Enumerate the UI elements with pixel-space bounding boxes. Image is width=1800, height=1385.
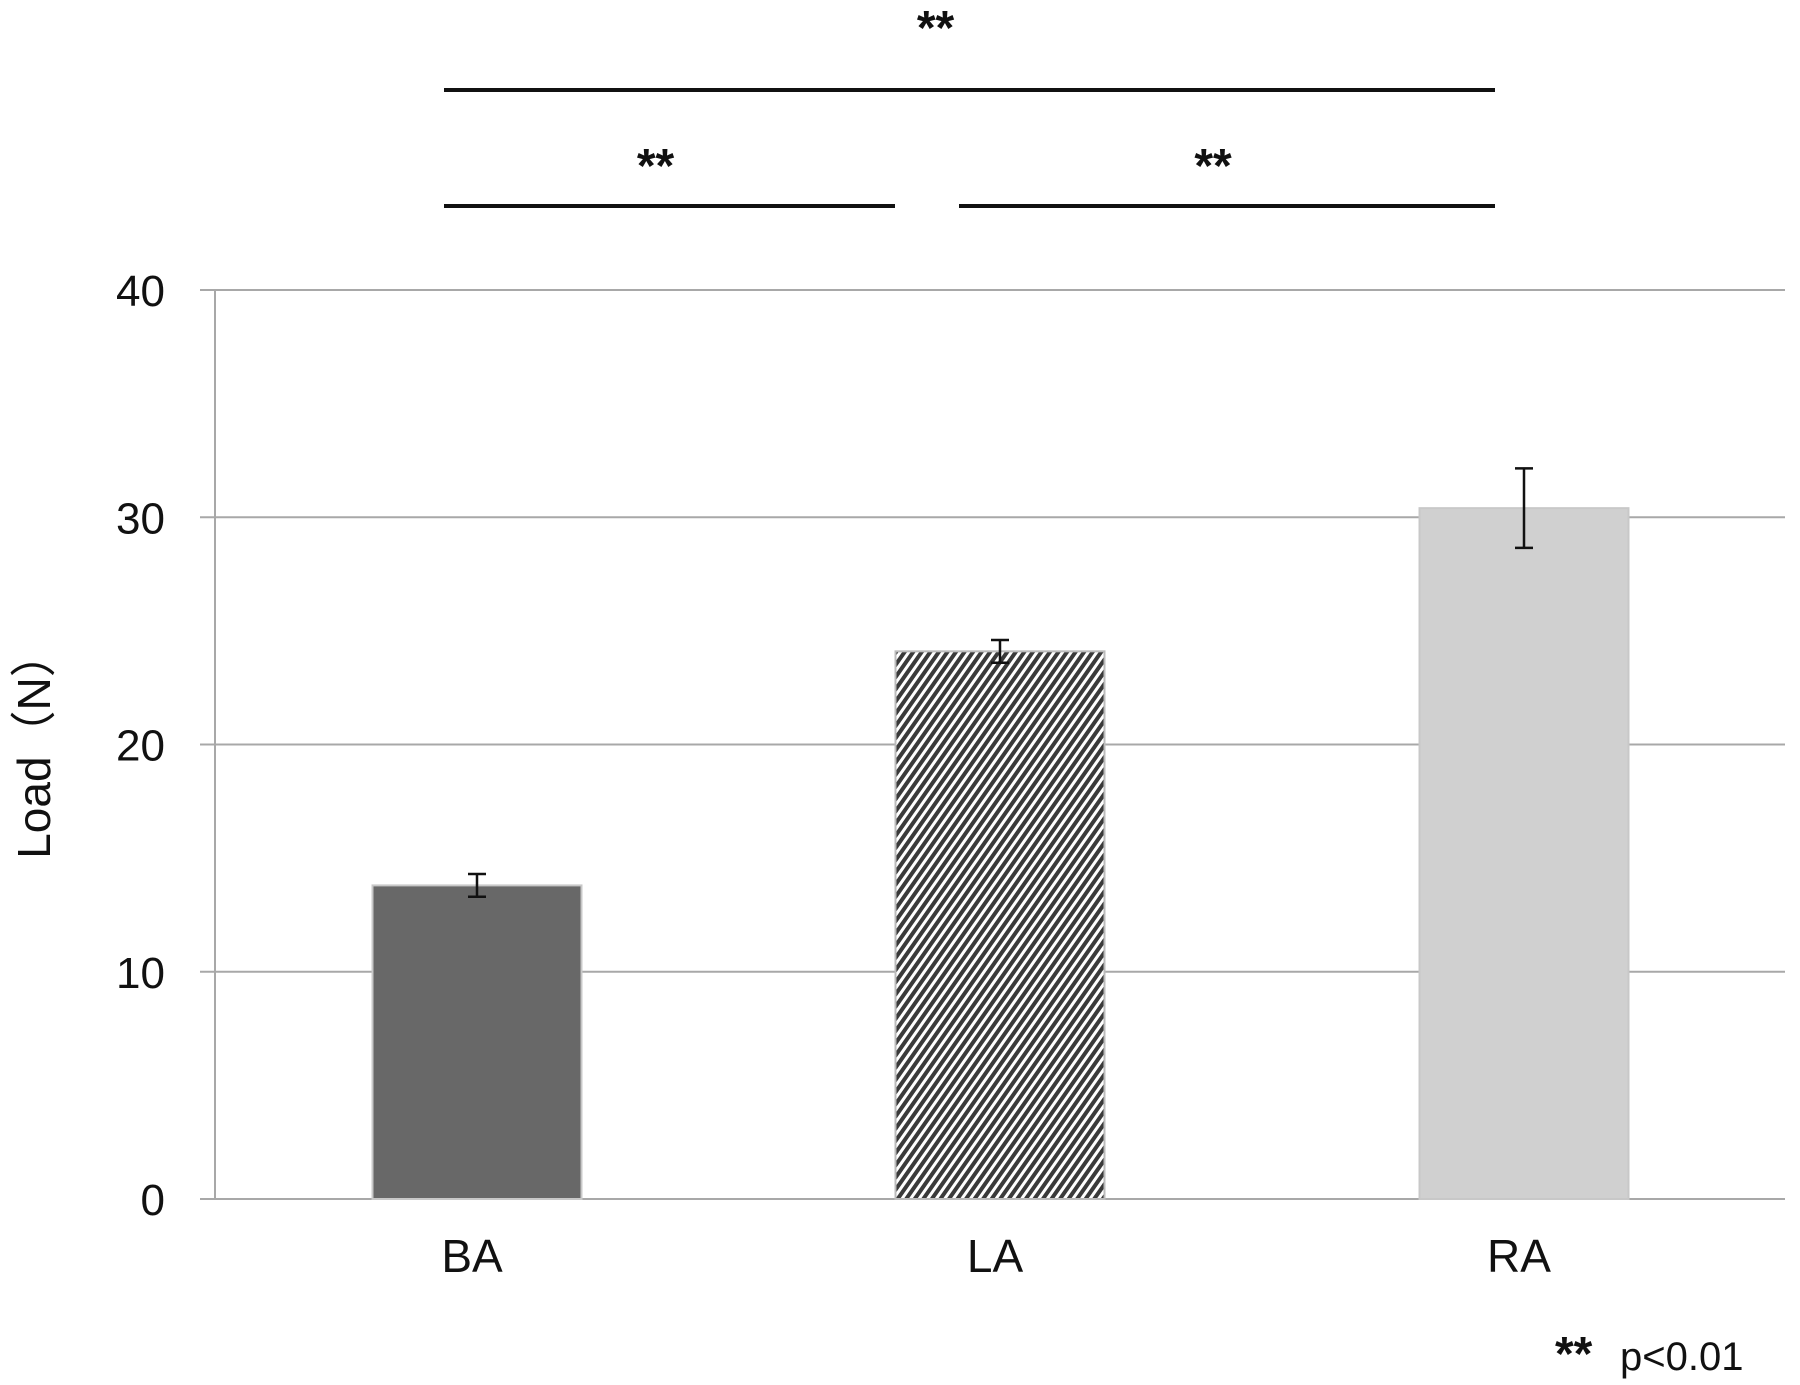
error-bar-la [991, 638, 1009, 664]
bar-ra [1418, 507, 1630, 1201]
x-tick-label: BA [441, 1230, 503, 1282]
y-axis-label: Load（N） [8, 631, 60, 859]
x-tick-label: RA [1487, 1230, 1551, 1282]
significance-brackets: ** ** ** [444, 2, 1495, 208]
footnote-marker: ** [1555, 1328, 1593, 1381]
y-tick-label: 30 [116, 494, 165, 543]
y-axis-ticks: 0 10 20 30 40 [116, 267, 165, 1225]
bars [371, 467, 1630, 1201]
error-bar-ra [1515, 467, 1533, 550]
y-tick-label: 10 [116, 949, 165, 998]
footnote-text: p<0.01 [1620, 1335, 1743, 1379]
significance-label: ** [637, 140, 675, 193]
y-tick-label: 0 [141, 1176, 165, 1225]
bar-ba [371, 884, 583, 1201]
x-tick-label: LA [967, 1230, 1024, 1282]
significance-label: ** [1194, 140, 1232, 193]
x-axis-labels: BA LA RA [441, 1230, 1551, 1282]
y-tick-label: 20 [116, 722, 165, 771]
bar-la [894, 650, 1106, 1200]
error-bar-ba [468, 872, 486, 899]
significance-label: ** [917, 2, 955, 55]
y-tick-label: 40 [116, 267, 165, 316]
